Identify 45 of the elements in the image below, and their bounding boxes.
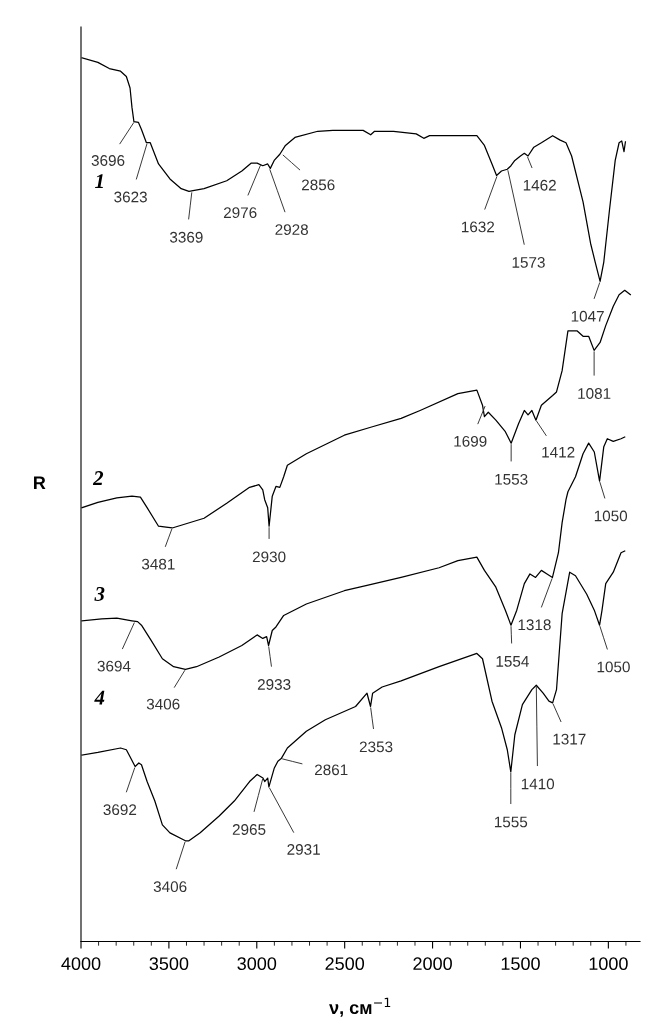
annotation: 1050: [597, 661, 630, 673]
x-tick-label: 4000: [61, 957, 101, 971]
annotation: 1632: [461, 221, 495, 233]
annotation: 1555: [494, 816, 528, 828]
annotation: 1047: [571, 310, 604, 322]
annotation: 1412: [542, 446, 575, 458]
annotation: 2930: [252, 551, 286, 563]
x-tick-label: 2500: [325, 957, 365, 971]
annotation: 3694: [97, 660, 131, 672]
y-axis-title: R: [34, 476, 46, 489]
x-tick-label: 3500: [149, 957, 189, 971]
annotation: 2976: [223, 207, 257, 219]
annotation: 1554: [496, 656, 529, 667]
annotation: 3623: [114, 191, 147, 203]
series-label: 3: [94, 586, 105, 601]
annotation: 1462: [523, 179, 556, 191]
annotation: 3696: [91, 155, 125, 166]
annotation: 3406: [146, 698, 180, 710]
x-tick-label: 3000: [237, 957, 277, 971]
annotation: 2353: [359, 741, 393, 753]
annotation: 2965: [232, 824, 266, 835]
annotation: 3481: [141, 558, 175, 570]
annotation: 3406: [153, 881, 187, 893]
annotation: 2933: [257, 679, 291, 690]
annotation: 2931: [287, 844, 320, 855]
annotation: 1317: [553, 733, 586, 745]
text: 1: [95, 174, 103, 188]
annotation: 2861: [315, 764, 348, 776]
x-tick-label: 2000: [413, 957, 452, 971]
annotation: 1410: [521, 778, 555, 790]
annotation: 1318: [518, 619, 551, 631]
annotation: 1050: [594, 510, 628, 522]
x-tick-label: 1000: [589, 957, 628, 971]
x-axis-title: ν, см$^{−1}$: [329, 997, 391, 1017]
annotation: 2928: [275, 224, 308, 235]
x-tick-label: 1500: [501, 957, 540, 971]
annotation: 3692: [103, 804, 137, 816]
series-label: 2: [92, 471, 104, 485]
annotation: 1553: [495, 473, 528, 485]
annotation: 2856: [301, 179, 335, 191]
annotation: 3369: [169, 231, 203, 243]
annotation: 1081: [578, 388, 611, 399]
annotation: 1573: [512, 256, 545, 268]
annotation: 1699: [454, 435, 487, 447]
text: 4: [94, 690, 105, 705]
